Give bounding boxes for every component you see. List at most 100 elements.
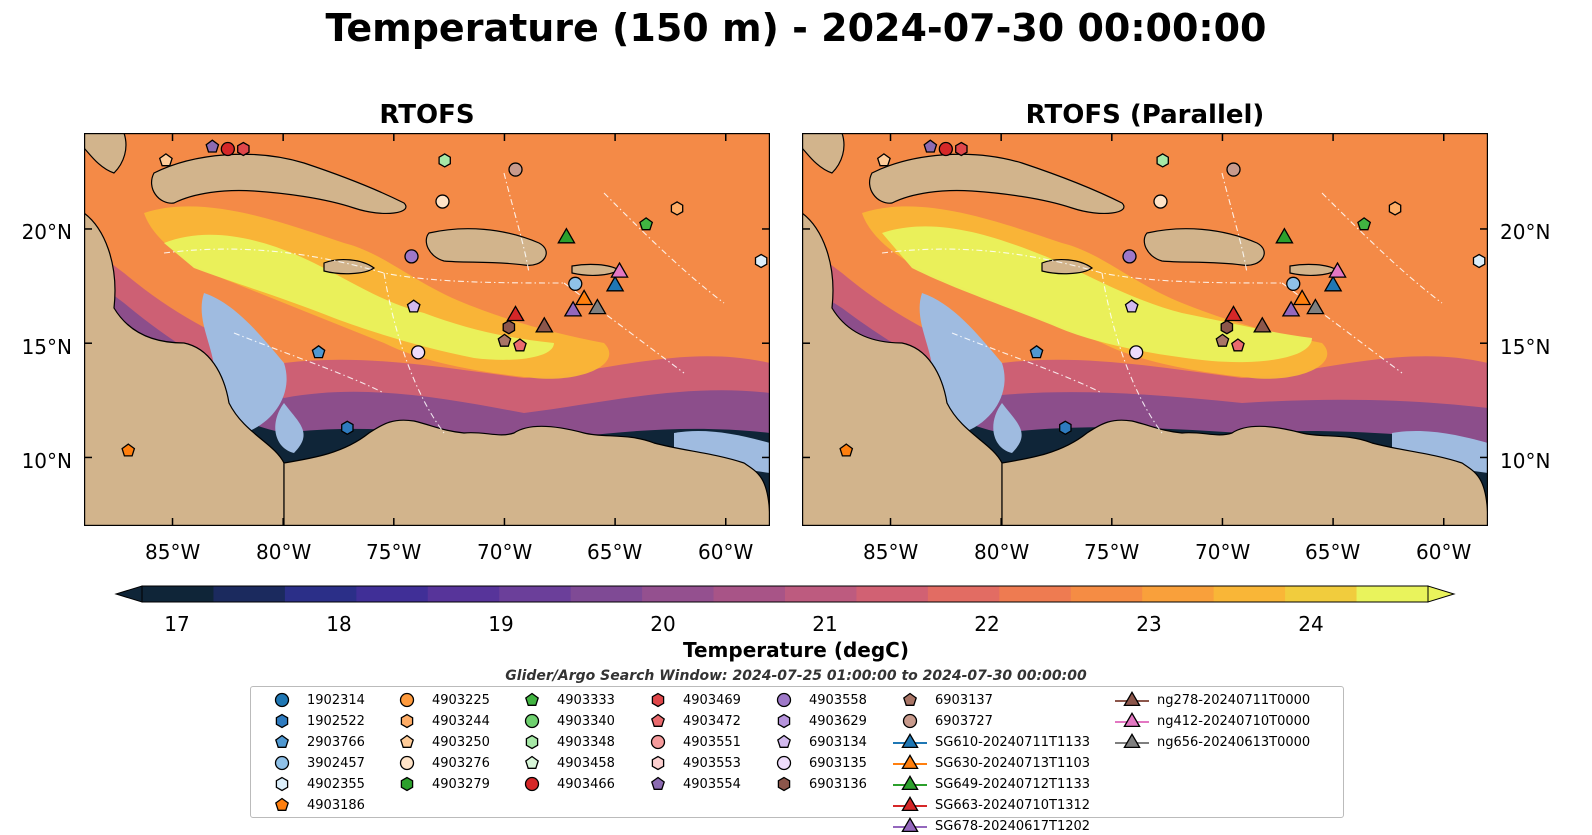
legend-label: 6903134 <box>809 734 867 750</box>
platform-marker <box>435 194 450 209</box>
platform-marker <box>574 289 594 306</box>
pentagon-marker-icon <box>400 734 414 748</box>
legend-marker <box>901 796 919 812</box>
eez-boundary <box>383 272 445 434</box>
platform-marker <box>1306 298 1325 315</box>
platform-marker <box>557 227 576 244</box>
platform-marker <box>1059 420 1072 436</box>
legend-item: 6903727 <box>891 712 993 730</box>
temperature-field-band <box>882 226 1312 363</box>
eez-boundary <box>1101 272 1163 434</box>
platform-marker <box>1323 275 1343 292</box>
colorbar-segment <box>284 586 357 602</box>
circle-marker-icon <box>524 713 540 729</box>
colorbar-label: Temperature (degC) <box>683 638 909 662</box>
colorbar-segment <box>427 586 500 602</box>
lat-tick-right: 20°N <box>1500 220 1551 244</box>
legend-item: 4903466 <box>513 775 615 793</box>
hexagon-marker-icon <box>275 776 289 792</box>
legend-marker <box>776 692 792 708</box>
legend-marker <box>901 817 919 833</box>
platform-marker <box>639 217 654 231</box>
legend-marker <box>651 755 665 771</box>
eez-boundary <box>603 192 725 304</box>
colorbar-segment <box>1213 586 1286 602</box>
legend-item: 2903766 <box>263 733 365 751</box>
platform-marker <box>1128 345 1144 360</box>
eez-boundary <box>563 282 685 374</box>
circle-marker-icon <box>274 755 290 771</box>
legend-item: ng412-20240710T0000 <box>1113 712 1310 730</box>
platform-marker <box>670 201 684 216</box>
colorbar-tick-label: 23 <box>1136 612 1162 636</box>
legend-item: 1902522 <box>263 712 365 730</box>
figure-title: Temperature (150 m) - 2024-07-30 00:00:0… <box>325 6 1267 50</box>
lon-tick-right: 85°W <box>863 540 919 564</box>
legend-item: 6903136 <box>765 775 867 793</box>
map-panel-rtofs <box>84 133 770 526</box>
platform-marker <box>839 443 854 457</box>
legend-item: 4903250 <box>388 733 490 751</box>
platform-marker <box>237 141 250 157</box>
colorbar-tick-label: 24 <box>1298 612 1324 636</box>
legend-label: SG649-20240712T1133 <box>935 776 1091 792</box>
shelf-region <box>674 431 770 473</box>
pentagon-marker-icon <box>651 776 665 790</box>
legend-item: SG630-20240713T1103 <box>891 754 1090 772</box>
legend-item: 1902314 <box>263 691 365 709</box>
legend-item: 4902355 <box>263 775 365 793</box>
platform-marker <box>410 345 426 360</box>
legend-marker <box>525 692 539 706</box>
lat-tick-left: 10°N <box>21 449 72 473</box>
triangle-marker-icon <box>1115 712 1149 728</box>
legend-marker <box>650 734 666 750</box>
legend-item: SG663-20240710T1312 <box>891 796 1090 814</box>
legend-label: 4903225 <box>432 692 490 708</box>
legend-label: 6903137 <box>935 692 993 708</box>
platform-marker <box>876 153 891 167</box>
platform-marker <box>1292 289 1312 306</box>
land-mass <box>151 153 407 214</box>
triangle-marker-icon <box>1115 733 1149 749</box>
colorbar-tick-label: 19 <box>488 612 514 636</box>
legend-item: 4903554 <box>639 775 741 793</box>
lon-tick-left: 80°W <box>256 540 312 564</box>
eez-boundary <box>1221 172 1248 274</box>
legend-marker <box>524 713 540 729</box>
circle-marker-icon <box>902 713 918 729</box>
legend-label: 4903551 <box>683 734 741 750</box>
legend-item: 4903469 <box>639 691 741 709</box>
shelf-region <box>1392 431 1488 473</box>
platform-marker <box>1215 333 1230 347</box>
platform-marker <box>220 141 235 157</box>
platform-marker <box>497 333 512 347</box>
platform-marker <box>568 276 583 291</box>
legend-marker <box>651 776 665 790</box>
eez-boundary <box>163 248 565 284</box>
colorbar-tick-label: 20 <box>650 612 676 636</box>
lon-tick-right: 75°W <box>1084 540 1140 564</box>
circle-marker-icon <box>399 692 415 708</box>
eez-boundary <box>1281 282 1403 374</box>
eez-boundary <box>233 332 385 394</box>
circle-marker-icon <box>524 776 540 792</box>
legend-marker <box>1123 691 1141 707</box>
legend-item: 6903134 <box>765 733 867 751</box>
platform-marker <box>1153 194 1168 209</box>
colorbar-segment <box>927 586 1000 602</box>
hexagon-marker-icon <box>651 692 665 708</box>
legend-marker <box>777 713 791 729</box>
colorbar-tick-label: 17 <box>164 612 190 636</box>
legend-item: 4903348 <box>513 733 615 751</box>
platform-marker <box>938 141 953 157</box>
platform-marker <box>406 299 421 313</box>
legend-item: 4903629 <box>765 712 867 730</box>
colorbar-extend-min <box>114 585 143 603</box>
pentagon-marker-icon <box>777 734 791 748</box>
hexagon-marker-icon <box>525 734 539 750</box>
pentagon-marker-icon <box>275 797 289 811</box>
colorbar-segment <box>1142 586 1215 602</box>
legend-marker <box>776 755 792 771</box>
legend-item: 4903186 <box>263 796 365 814</box>
platform-marker <box>1286 276 1301 291</box>
